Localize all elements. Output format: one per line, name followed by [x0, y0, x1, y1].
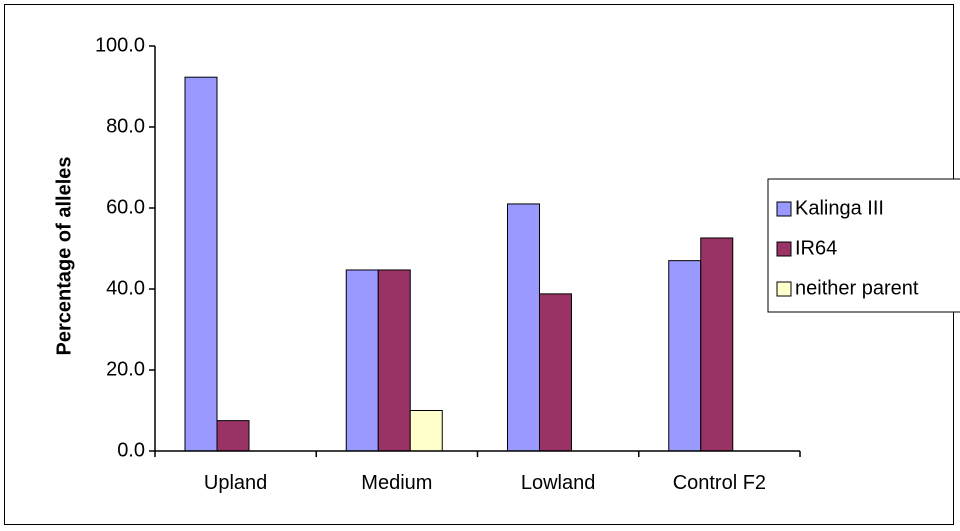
- bar-ir64: [539, 293, 572, 452]
- legend-box: [767, 178, 960, 313]
- bar-kalinga-iii: [507, 203, 540, 452]
- category-label: Lowland: [521, 472, 596, 494]
- legend-swatch: [776, 241, 792, 257]
- y-tick-label: 80.0: [106, 115, 145, 137]
- legend-swatch: [776, 201, 792, 217]
- y-axis-label: Percentage of alleles: [53, 157, 75, 356]
- bar-ir64: [700, 237, 734, 452]
- legend-label: IR64: [795, 237, 837, 259]
- category-label: Upland: [204, 472, 267, 494]
- legend-swatch: [776, 281, 792, 297]
- bar-kalinga-iii: [668, 260, 702, 452]
- y-tick-label: 100.0: [95, 34, 145, 56]
- y-tick-label: 40.0: [106, 277, 145, 299]
- bar-neither-parent: [409, 410, 443, 452]
- y-tick-label: 20.0: [106, 358, 145, 380]
- bar-ir64: [377, 269, 411, 452]
- legend-label: neither parent: [795, 277, 919, 299]
- y-tick-label: 60.0: [106, 196, 145, 218]
- bar-kalinga-iii: [184, 76, 218, 452]
- legend: Kalinga III IR64 neither parent: [767, 178, 960, 313]
- legend-label: Kalinga III: [795, 197, 884, 219]
- category-label: Medium: [361, 472, 432, 494]
- category-label: Control F2: [673, 472, 766, 494]
- y-tick-label: 0.0: [117, 439, 145, 461]
- bar-ir64: [216, 420, 250, 452]
- bar-kalinga-iii: [345, 269, 379, 452]
